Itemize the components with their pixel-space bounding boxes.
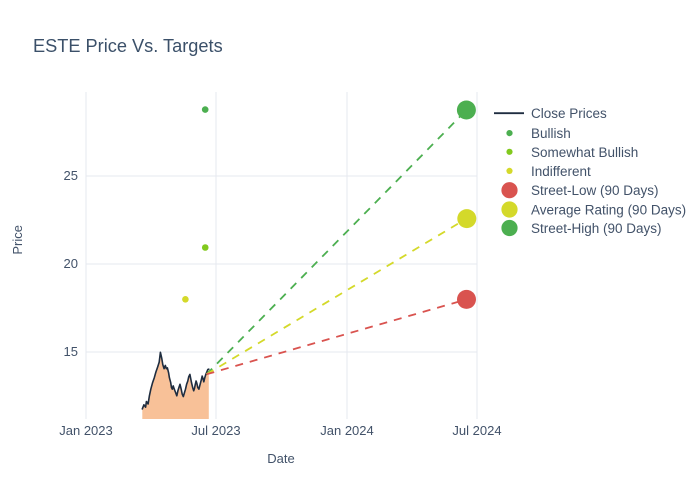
svg-text:Date: Date (267, 451, 294, 466)
svg-text:Bullish: Bullish (531, 126, 571, 141)
svg-text:Indifferent: Indifferent (531, 164, 591, 179)
svg-text:25: 25 (64, 168, 78, 183)
svg-text:Jul 2023: Jul 2023 (191, 423, 240, 438)
svg-text:Somewhat Bullish: Somewhat Bullish (531, 145, 638, 160)
svg-text:Street-Low (90 Days): Street-Low (90 Days) (531, 183, 659, 198)
svg-text:Jan 2024: Jan 2024 (320, 423, 374, 438)
svg-text:Close Prices: Close Prices (531, 106, 607, 121)
svg-text:Average Rating (90 Days): Average Rating (90 Days) (531, 203, 686, 218)
svg-text:15: 15 (64, 344, 78, 359)
svg-text:Jan 2023: Jan 2023 (59, 423, 113, 438)
svg-text:Street-High (90 Days): Street-High (90 Days) (531, 221, 662, 236)
svg-text:Jul 2024: Jul 2024 (452, 423, 501, 438)
svg-text:20: 20 (64, 256, 78, 271)
